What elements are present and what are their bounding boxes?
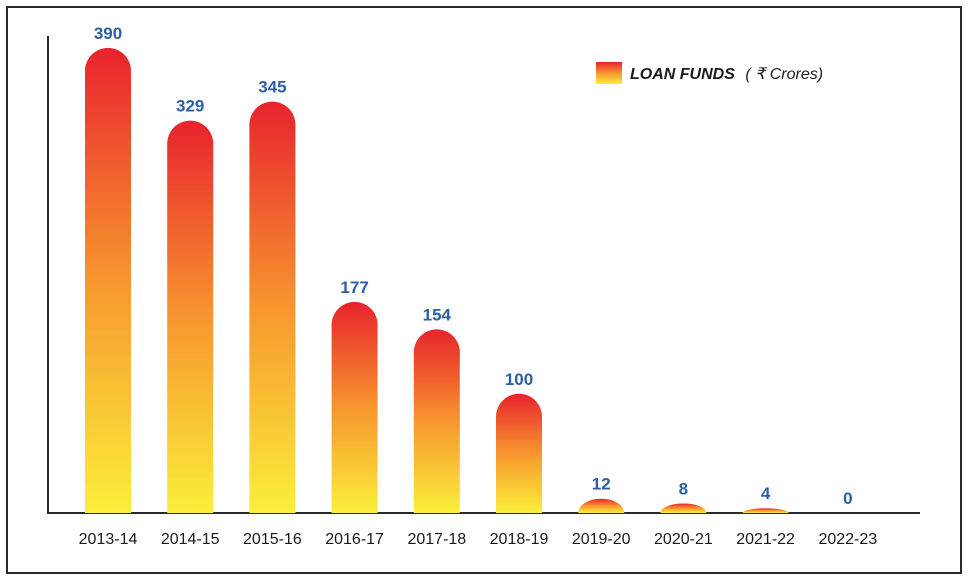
x-tick-label-2018-19: 2018-19 [490, 531, 549, 548]
x-tick-label-2013-14: 2013-14 [79, 531, 138, 548]
bars-group [85, 47, 789, 514]
value-label-2015-16: 345 [258, 78, 286, 97]
bar-2013-14 [85, 47, 131, 513]
legend: LOAN FUNDS ( ₹ Crores) [596, 62, 823, 84]
bar-2017-18 [413, 329, 460, 513]
value-label-2014-15: 329 [176, 97, 204, 116]
value-label-2020-21: 8 [679, 479, 688, 498]
bar-2020-21 [660, 503, 707, 513]
x-tick-label-2015-16: 2015-16 [243, 531, 302, 548]
value-label-2021-22: 4 [761, 484, 771, 503]
bar-2019-20 [578, 498, 625, 513]
value-label-2022-23: 0 [843, 489, 852, 508]
value-label-2019-20: 12 [592, 475, 611, 494]
legend-series-name: LOAN FUNDS [630, 66, 735, 83]
chart-frame [6, 6, 962, 574]
bar-2015-16 [249, 101, 296, 513]
bar-2014-15 [167, 120, 214, 514]
x-tick-label-2021-22: 2021-22 [736, 531, 795, 548]
tick-labels-group: 2013-14 2014-15 2015-16 2016-17 2017-18 2018-… [79, 531, 878, 548]
bar-2016-17 [331, 301, 378, 513]
x-tick-label-2020-21: 2020-21 [654, 531, 713, 548]
x-tick-label-2016-17: 2016-17 [325, 531, 384, 548]
bar-2018-19 [496, 393, 542, 513]
value-label-2013-14: 390 [94, 24, 122, 43]
legend-swatch [596, 62, 622, 84]
x-tick-label-2022-23: 2022-23 [818, 531, 877, 548]
x-tick-label-2017-18: 2017-18 [407, 531, 466, 548]
bar-2021-22 [742, 508, 789, 513]
x-tick-label-2014-15: 2014-15 [161, 531, 220, 548]
legend-unit: ( ₹ Crores) [745, 66, 823, 83]
x-tick-label-2019-20: 2019-20 [572, 531, 631, 548]
value-label-2017-18: 154 [423, 305, 452, 324]
value-labels-group: 390 329 345 177 154 100 12 8 4 0 [94, 24, 853, 508]
legend-label: LOAN FUNDS ( ₹ Crores) [630, 66, 823, 83]
value-label-2018-19: 100 [505, 370, 533, 389]
value-label-2016-17: 177 [340, 278, 368, 297]
